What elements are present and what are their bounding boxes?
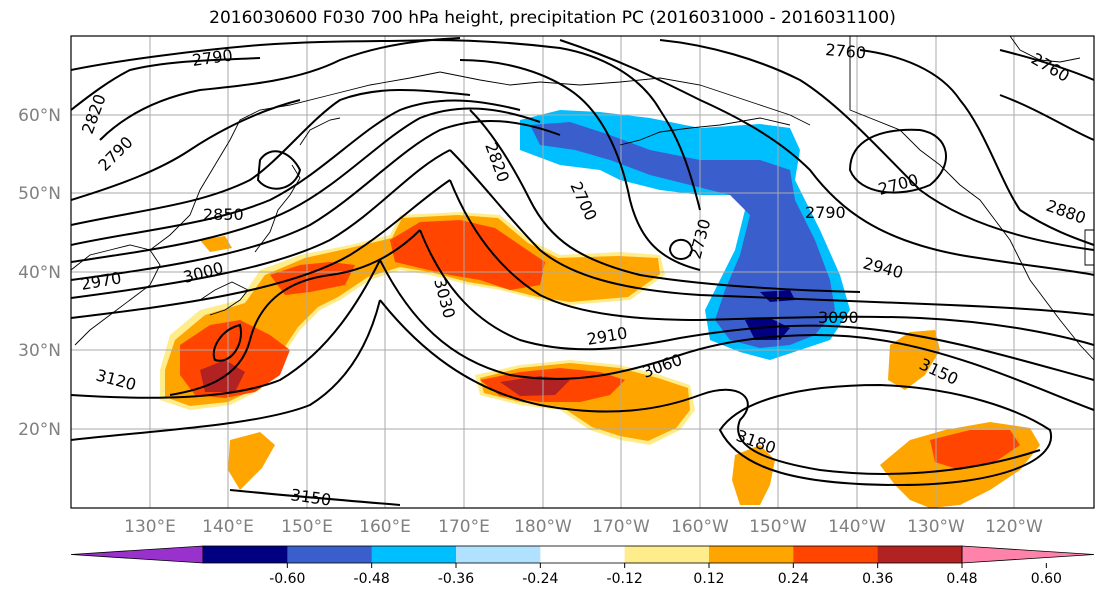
colorbar-segment xyxy=(371,546,457,563)
lon-label: 160°W xyxy=(671,517,729,537)
colorbar-segment xyxy=(877,546,963,563)
colorbar-tick-label: -0.24 xyxy=(522,571,558,587)
colorbar-tick-label: 0.12 xyxy=(693,571,724,587)
precip-positive-east-3 xyxy=(732,445,775,505)
lon-label: 150°E xyxy=(281,517,333,537)
lat-label: 30°N xyxy=(18,341,61,361)
colorbar-tick-label: -0.60 xyxy=(269,571,305,587)
colorbar-segment xyxy=(540,546,626,563)
lon-label: 130°W xyxy=(907,517,965,537)
precip-positive-east-5 xyxy=(200,236,232,252)
colorbar-extend-low xyxy=(70,545,204,564)
contour-label: 3090 xyxy=(818,308,859,327)
lon-label: 130°E xyxy=(124,517,176,537)
lat-label: 20°N xyxy=(18,420,61,440)
colorbar-segment xyxy=(456,546,541,563)
contour-label: 2850 xyxy=(203,205,244,224)
colorbar-segment xyxy=(793,546,879,563)
chart-title: 2016030600 F030 700 hPa height, precipit… xyxy=(209,8,896,28)
colorbar-tick-label: -0.48 xyxy=(354,571,390,587)
lon-label: 150°W xyxy=(749,517,807,537)
colorbar-segment xyxy=(624,546,710,563)
coastlines xyxy=(71,36,1094,361)
colorbar-tick-label: -0.36 xyxy=(438,571,474,587)
colorbar-tick-label: 0.48 xyxy=(946,571,977,587)
lon-label: 170°W xyxy=(592,517,650,537)
precip-positive-east-4 xyxy=(228,432,275,490)
precip-positive-dark-central xyxy=(500,376,570,396)
contour-label: 2790 xyxy=(805,203,846,222)
colorbar-border xyxy=(202,545,963,564)
colorbar-extend-high xyxy=(961,545,1095,564)
map-frame xyxy=(70,35,1095,509)
longitude-labels: 130°E 140°E 150°E 160°E 170°E 180°W 170°… xyxy=(124,517,1043,537)
colorbar-tick-label: -0.12 xyxy=(607,571,643,587)
precip-negative-mid xyxy=(530,122,835,348)
lon-label: 170°E xyxy=(438,517,490,537)
lon-label: 140°E xyxy=(202,517,254,537)
lon-label: 160°E xyxy=(359,517,411,537)
colorbar-segment xyxy=(709,546,794,563)
latitude-labels: 60°N 50°N 40°N 30°N 20°N xyxy=(18,106,61,440)
colorbar: -0.60 -0.48 -0.36 -0.24 -0.12 0.12 0.24 0.36 0.4… xyxy=(70,545,1095,587)
colorbar-segment xyxy=(287,546,373,563)
precip-positive-east-2-strong xyxy=(930,430,1020,470)
precip-positive-east-1 xyxy=(888,330,940,390)
lon-label: 180°W xyxy=(514,517,572,537)
lon-label: 140°W xyxy=(828,517,886,537)
precip-negative-dark xyxy=(745,318,790,340)
lon-label: 120°W xyxy=(985,517,1043,537)
colorbar-tick-label: 0.60 xyxy=(1031,571,1062,587)
height-contours xyxy=(71,37,1094,506)
contour-label: 2760 xyxy=(825,40,867,62)
colorbar-segment xyxy=(203,546,288,563)
lat-label: 60°N xyxy=(18,106,61,126)
lat-label: 40°N xyxy=(18,263,61,283)
colorbar-tick-label: 0.36 xyxy=(862,571,893,587)
contour-label: 3150 xyxy=(289,485,332,509)
colorbar-tick-label: 0.24 xyxy=(778,571,809,587)
lat-label: 50°N xyxy=(18,184,61,204)
